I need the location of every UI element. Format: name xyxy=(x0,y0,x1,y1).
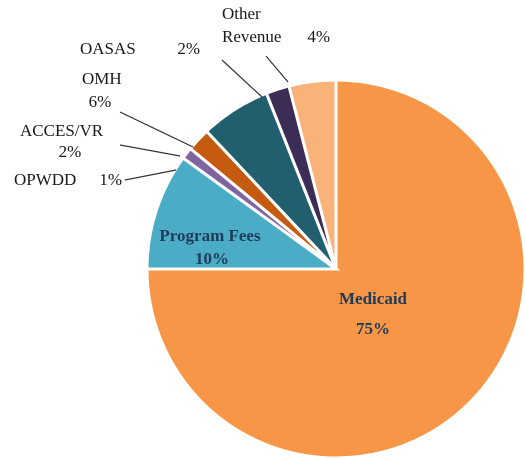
value-label: 75% xyxy=(356,319,390,338)
slice-label: OASAS xyxy=(80,39,136,58)
value-label: 10% xyxy=(195,249,229,268)
value-label: 4% xyxy=(307,27,330,46)
slice-label: Other Revenue xyxy=(222,4,281,46)
leader-line xyxy=(265,55,289,83)
pie-slice xyxy=(287,78,338,270)
slice-label: OMH xyxy=(82,69,122,88)
value-label: 6% xyxy=(89,92,112,111)
leader-line xyxy=(124,169,177,181)
slice-label: OPWDD xyxy=(14,170,76,189)
slice-label: Medicaid xyxy=(339,289,408,308)
value-label: 2% xyxy=(59,142,82,161)
slice-label: Program Fees xyxy=(159,226,261,245)
value-label: 2% xyxy=(177,39,200,58)
leader-line xyxy=(119,111,194,148)
leader-line xyxy=(221,59,263,98)
pie-slice xyxy=(145,155,341,271)
leader-line xyxy=(119,144,181,157)
slice-label: ACCES/VR xyxy=(20,121,104,140)
value-label: 1% xyxy=(99,170,122,189)
